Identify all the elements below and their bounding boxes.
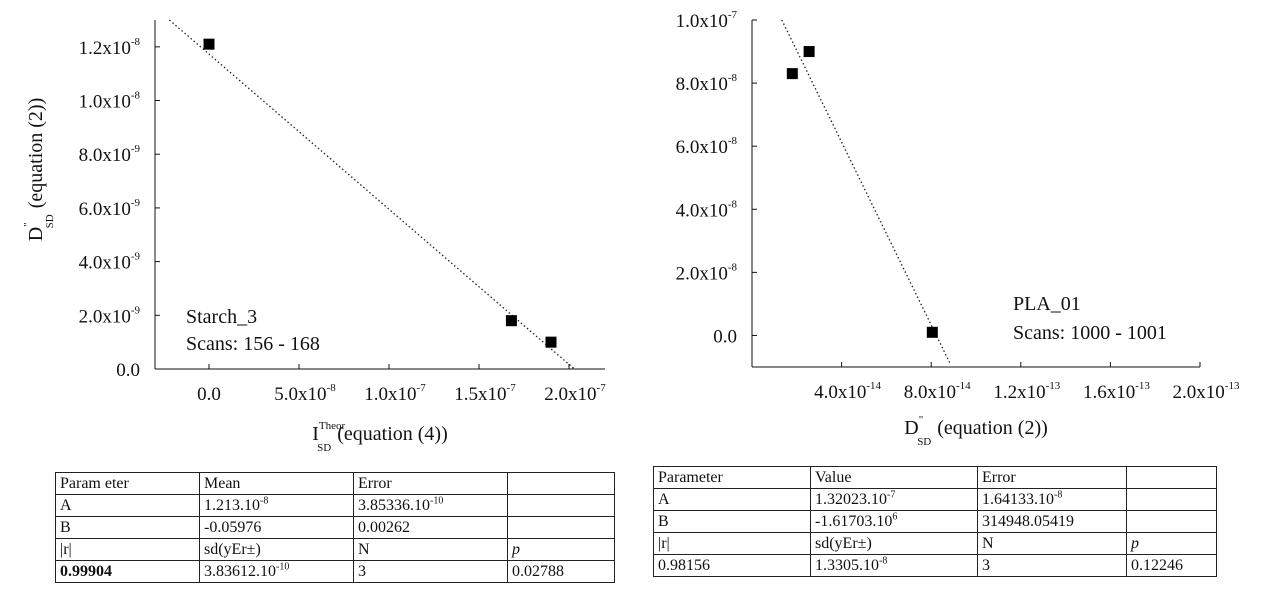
- chart-annotation: Starch_3: [186, 306, 257, 328]
- y-tick-label: 6.0x10-8: [676, 135, 738, 158]
- y-tick-label: 8.0x10-9: [79, 143, 141, 166]
- table-row: A 1.213.10-8 3.85336.10-10: [55, 494, 615, 517]
- table-cell: 3: [353, 560, 508, 583]
- y-tick-label: 4.0x10-9: [79, 251, 141, 274]
- table-row: 0.98156 1.3305.10-8 3 0.12246: [653, 554, 1217, 577]
- table-cell: |r|: [55, 538, 200, 561]
- chart-right: 0.0 2.0x10-8 4.0x10-8 6.0x10-8 8.0x10-8 1.0x1…: [676, 9, 1240, 448]
- table-cell: 0.12246: [1126, 554, 1217, 577]
- table-cell: 3.83612.10-10: [199, 560, 354, 583]
- table-cell: [507, 516, 615, 539]
- table-row: A 1.32023.10-7 1.64133.10-8: [653, 488, 1217, 511]
- y-tick-label: 1.2x10-8: [79, 36, 141, 59]
- x-tick-label: 2.0x10-7: [544, 382, 606, 405]
- y-tick-label: 8.0x10-8: [676, 72, 738, 95]
- table-cell: 0.02788: [507, 560, 615, 583]
- x-tick-label: 1.0x10-7: [364, 382, 426, 405]
- table-cell: -0.05976: [199, 516, 354, 539]
- fit-line: [168, 19, 575, 370]
- table-cell: 0.99904: [55, 560, 200, 583]
- y-tick-label: 2.0x10-8: [676, 261, 738, 284]
- table-cell: 1.64133.10-8: [977, 488, 1127, 511]
- x-axis-label: ITheor SD(equation (4)): [312, 420, 448, 454]
- table-cell: 0.98156: [653, 554, 811, 577]
- data-point: [203, 38, 215, 50]
- table-header-row: Parameter Value Error: [653, 466, 1217, 489]
- table-header-cell: Param eter: [55, 472, 200, 495]
- x-tick-label: 8.0x10-14: [904, 380, 971, 403]
- y-tick-label: 4.0x10-8: [676, 198, 738, 221]
- x-tick-label: 1.2x10-13: [993, 380, 1060, 403]
- data-point: [545, 336, 557, 348]
- table-row: B -1.61703.106 314948.05419: [653, 510, 1217, 533]
- x-tick-label: 2.0x10-13: [1173, 380, 1240, 403]
- table-cell: 1.213.10-8: [199, 494, 354, 517]
- table-cell: 1.3305.10-8: [810, 554, 978, 577]
- y-tick-label: 2.0x10-9: [79, 304, 141, 327]
- y-tick-label: 0.0: [713, 326, 737, 347]
- data-point: [803, 46, 815, 58]
- data-point: [505, 315, 517, 327]
- table-cell: N: [977, 532, 1127, 555]
- table-header-cell: Error: [353, 472, 508, 495]
- x-tick-label: 4.0x10-14: [814, 380, 881, 403]
- table-header-cell: Mean: [199, 472, 354, 495]
- table-header-cell: Error: [977, 466, 1127, 489]
- table-cell: sd(yEr±): [810, 532, 978, 555]
- chart-annotation: Scans: 156 - 168: [186, 333, 320, 355]
- table-header-row: Param eter Mean Error: [55, 472, 615, 495]
- y-axis-label: D" SD(equation (2)): [22, 98, 56, 242]
- table-cell: A: [653, 488, 811, 511]
- table-cell: [1126, 488, 1217, 511]
- data-point: [926, 326, 938, 338]
- table-cell: N: [353, 538, 508, 561]
- table-row: |r| sd(yEr±) N p: [653, 532, 1217, 555]
- y-tick-label: 1.0x10-7: [676, 9, 738, 32]
- table-cell: p: [507, 538, 615, 561]
- table-cell: B: [653, 510, 811, 533]
- table-cell: [1126, 510, 1217, 533]
- table-header-cell: Parameter: [653, 466, 811, 489]
- table-cell: 314948.05419: [977, 510, 1127, 533]
- table-row: |r| sd(yEr±) N p: [55, 538, 615, 561]
- table-cell: A: [55, 494, 200, 517]
- table-cell: -1.61703.106: [810, 510, 978, 533]
- y-tick-label: 1.0x10-8: [79, 90, 141, 113]
- table-header-cell: Value: [810, 466, 978, 489]
- table-cell: 1.32023.10-7: [810, 488, 978, 511]
- fit-table-right: Parameter Value Error A 1.32023.10-7 1.6…: [653, 466, 1217, 577]
- table-cell: |r|: [653, 532, 811, 555]
- table-cell: p: [1126, 532, 1217, 555]
- x-tick-label: 0.0: [197, 384, 221, 405]
- fit-line: [781, 19, 951, 365]
- y-tick-label: 6.0x10-9: [79, 197, 141, 220]
- table-cell: 3.85336.10-10: [353, 494, 508, 517]
- table-cell: 3: [977, 554, 1127, 577]
- x-axis-label: D" SD(equation (2)): [904, 414, 1048, 448]
- x-tick-label: 1.5x10-7: [454, 382, 516, 405]
- table-header-cell: [507, 472, 615, 495]
- table-row: B -0.05976 0.00262: [55, 516, 615, 539]
- table-cell: 0.00262: [353, 516, 508, 539]
- x-tick-label: 5.0x10-8: [274, 382, 336, 405]
- data-point: [786, 68, 798, 80]
- y-tick-label: 0.0: [116, 360, 140, 381]
- table-cell: sd(yEr±): [199, 538, 354, 561]
- table-header-cell: [1126, 466, 1217, 489]
- fit-table-left: Param eter Mean Error A 1.213.10-8 3.853…: [55, 472, 615, 583]
- chart-annotation: Scans: 1000 - 1001: [1013, 322, 1167, 344]
- chart-annotation: PLA_01: [1013, 293, 1081, 315]
- table-row: 0.99904 3.83612.10-10 3 0.02788: [55, 560, 615, 583]
- x-tick-label: 1.6x10-13: [1083, 380, 1150, 403]
- chart-left: 0.0 2.0x10-9 4.0x10-9 6.0x10-9 8.0x10-9 1.0x1…: [22, 19, 606, 454]
- table-cell: [507, 494, 615, 517]
- charts-canvas: 0.0 2.0x10-9 4.0x10-9 6.0x10-9 8.0x10-9 1.0x1…: [22, 9, 1240, 454]
- table-cell: B: [55, 516, 200, 539]
